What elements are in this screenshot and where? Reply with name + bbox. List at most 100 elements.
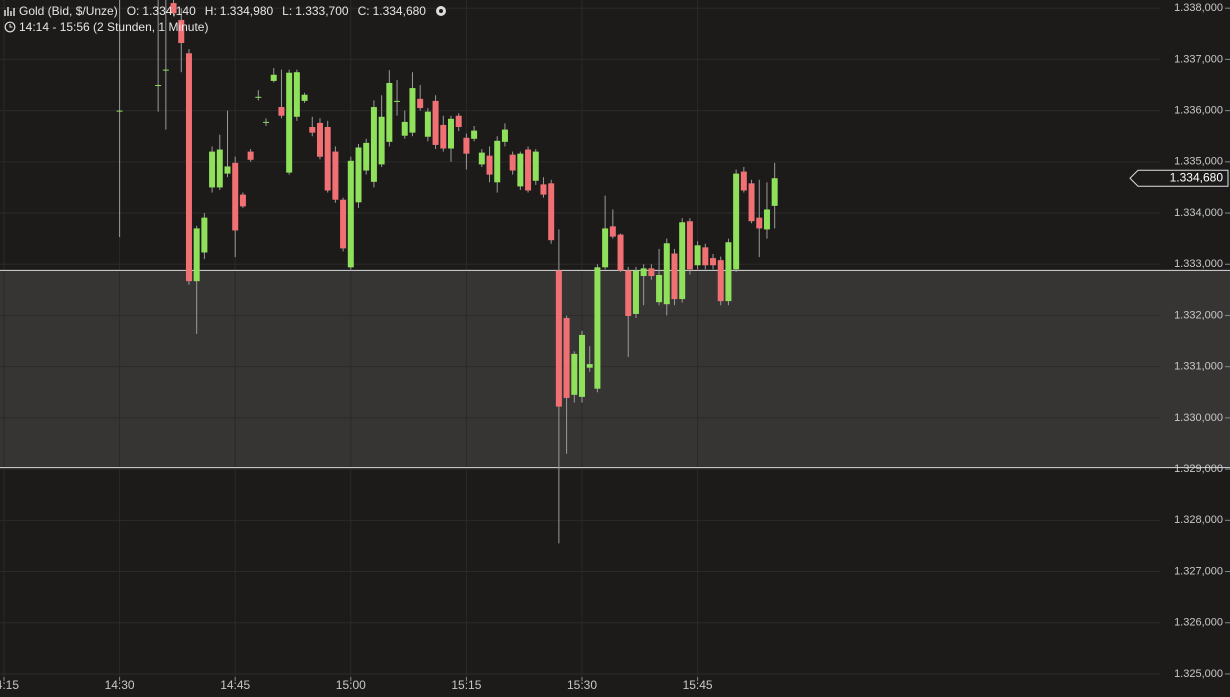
candle-body bbox=[748, 183, 755, 222]
candle-body bbox=[355, 147, 362, 203]
settings-icon[interactable] bbox=[435, 5, 447, 17]
candle-body bbox=[409, 88, 416, 133]
candle-body bbox=[763, 209, 770, 230]
candle-body bbox=[771, 178, 778, 206]
candle-body bbox=[463, 137, 470, 154]
candle-body bbox=[663, 243, 670, 305]
y-tick-label: 1.329,000 bbox=[1174, 463, 1223, 475]
candle-body bbox=[563, 318, 570, 398]
x-tick-label: 15:00 bbox=[336, 678, 366, 692]
candle-body bbox=[532, 151, 539, 181]
candle-body bbox=[155, 85, 162, 87]
candle-body bbox=[686, 221, 693, 270]
last-price-label: 1.334,680 bbox=[1170, 170, 1224, 184]
quote-value: 1.334,680 bbox=[372, 4, 426, 18]
candle-body bbox=[162, 69, 169, 71]
quote-label: O: bbox=[126, 4, 140, 18]
candle-body bbox=[224, 166, 231, 174]
candle-body bbox=[733, 173, 740, 270]
candle-body bbox=[286, 72, 293, 173]
candle-body bbox=[517, 153, 524, 187]
candle-body bbox=[440, 124, 447, 149]
instrument: Gold (Bid, $/Unze) bbox=[19, 4, 118, 18]
candle-body bbox=[710, 258, 717, 266]
candle-body bbox=[370, 107, 377, 182]
candle-body bbox=[209, 151, 216, 188]
quote-label: C: bbox=[357, 4, 370, 18]
candle-body bbox=[478, 152, 485, 165]
quote-value: 1.334,140 bbox=[142, 4, 196, 18]
candle-body bbox=[555, 270, 562, 407]
y-tick-label: 1.327,000 bbox=[1174, 565, 1223, 577]
candle-body bbox=[332, 151, 339, 200]
candle-body bbox=[185, 53, 192, 282]
candle-body bbox=[401, 121, 408, 136]
candle-body bbox=[170, 3, 177, 14]
quote-label: H: bbox=[204, 4, 217, 18]
x-tick-label: 14:30 bbox=[105, 678, 135, 692]
candle-body bbox=[571, 353, 578, 395]
candle-body bbox=[548, 183, 555, 241]
candle-body bbox=[263, 121, 270, 123]
y-tick-label: 1.332,000 bbox=[1174, 309, 1223, 321]
header-row: Gold (Bid, $/Unze) O: 1.334,140 H: 1.334,9… bbox=[4, 3, 447, 19]
candle-body bbox=[216, 149, 223, 188]
y-tick-label: 1.328,000 bbox=[1174, 514, 1223, 526]
y-tick-label: 1.333,000 bbox=[1174, 258, 1223, 270]
candle-body bbox=[740, 171, 747, 191]
candle-body bbox=[363, 142, 370, 171]
y-tick-label: 1.336,000 bbox=[1174, 105, 1223, 117]
header: Gold (Bid, $/Unze) O: 1.334,140 H: 1.334,9… bbox=[4, 3, 447, 35]
candle-body bbox=[540, 184, 547, 195]
candle-body bbox=[586, 364, 593, 368]
candle-body bbox=[324, 127, 331, 191]
candle-body bbox=[648, 268, 655, 277]
candle-body bbox=[232, 162, 239, 231]
y-tick-label: 1.330,000 bbox=[1174, 412, 1223, 424]
candle-body bbox=[301, 94, 308, 101]
candle-body bbox=[432, 100, 439, 145]
candle-body bbox=[447, 118, 454, 149]
chart-icon[interactable] bbox=[4, 5, 16, 17]
candle-body bbox=[116, 110, 123, 112]
y-tick-label: 1.334,000 bbox=[1174, 207, 1223, 219]
candle-body bbox=[278, 107, 285, 116]
candle-body bbox=[347, 160, 354, 268]
candle-body bbox=[494, 140, 501, 183]
candle-body bbox=[486, 155, 493, 175]
x-tick-label: 14:45 bbox=[220, 678, 250, 692]
y-tick-label: 1.326,000 bbox=[1174, 617, 1223, 629]
candle-body bbox=[694, 245, 701, 266]
time-range: 14:14 - 15:56 (2 Stunden, 1 Minute) bbox=[19, 20, 209, 34]
clock-icon bbox=[4, 21, 16, 33]
candle-body bbox=[632, 270, 639, 314]
candle-body bbox=[247, 151, 254, 160]
y-tick-label: 1.331,000 bbox=[1174, 361, 1223, 373]
candle-body bbox=[386, 82, 393, 142]
candle-body bbox=[293, 72, 300, 117]
candle-body bbox=[702, 247, 709, 266]
candle-body bbox=[340, 199, 347, 249]
y-tick-label: 1.337,000 bbox=[1174, 53, 1223, 65]
candle-body bbox=[617, 234, 624, 271]
header-row: 14:14 - 15:56 (2 Stunden, 1 Minute) bbox=[4, 19, 447, 35]
quote-value: 1.333,700 bbox=[295, 4, 349, 18]
candle-body bbox=[394, 100, 401, 102]
candle-body bbox=[201, 217, 208, 253]
candle-body bbox=[424, 111, 431, 137]
candle-body bbox=[193, 228, 200, 282]
candle-body bbox=[255, 96, 262, 98]
candle-body bbox=[501, 129, 508, 142]
candle-body bbox=[579, 334, 586, 397]
candle-body bbox=[417, 98, 424, 109]
candle-body bbox=[640, 268, 647, 277]
quote-value: 1.334,980 bbox=[219, 4, 274, 18]
candle-body bbox=[309, 127, 316, 133]
candle-body bbox=[609, 226, 616, 237]
y-tick-label: 1.325,000 bbox=[1174, 668, 1223, 680]
candle-body bbox=[679, 222, 686, 300]
candle-body bbox=[725, 242, 732, 302]
y-tick-label: 1.335,000 bbox=[1174, 156, 1223, 168]
